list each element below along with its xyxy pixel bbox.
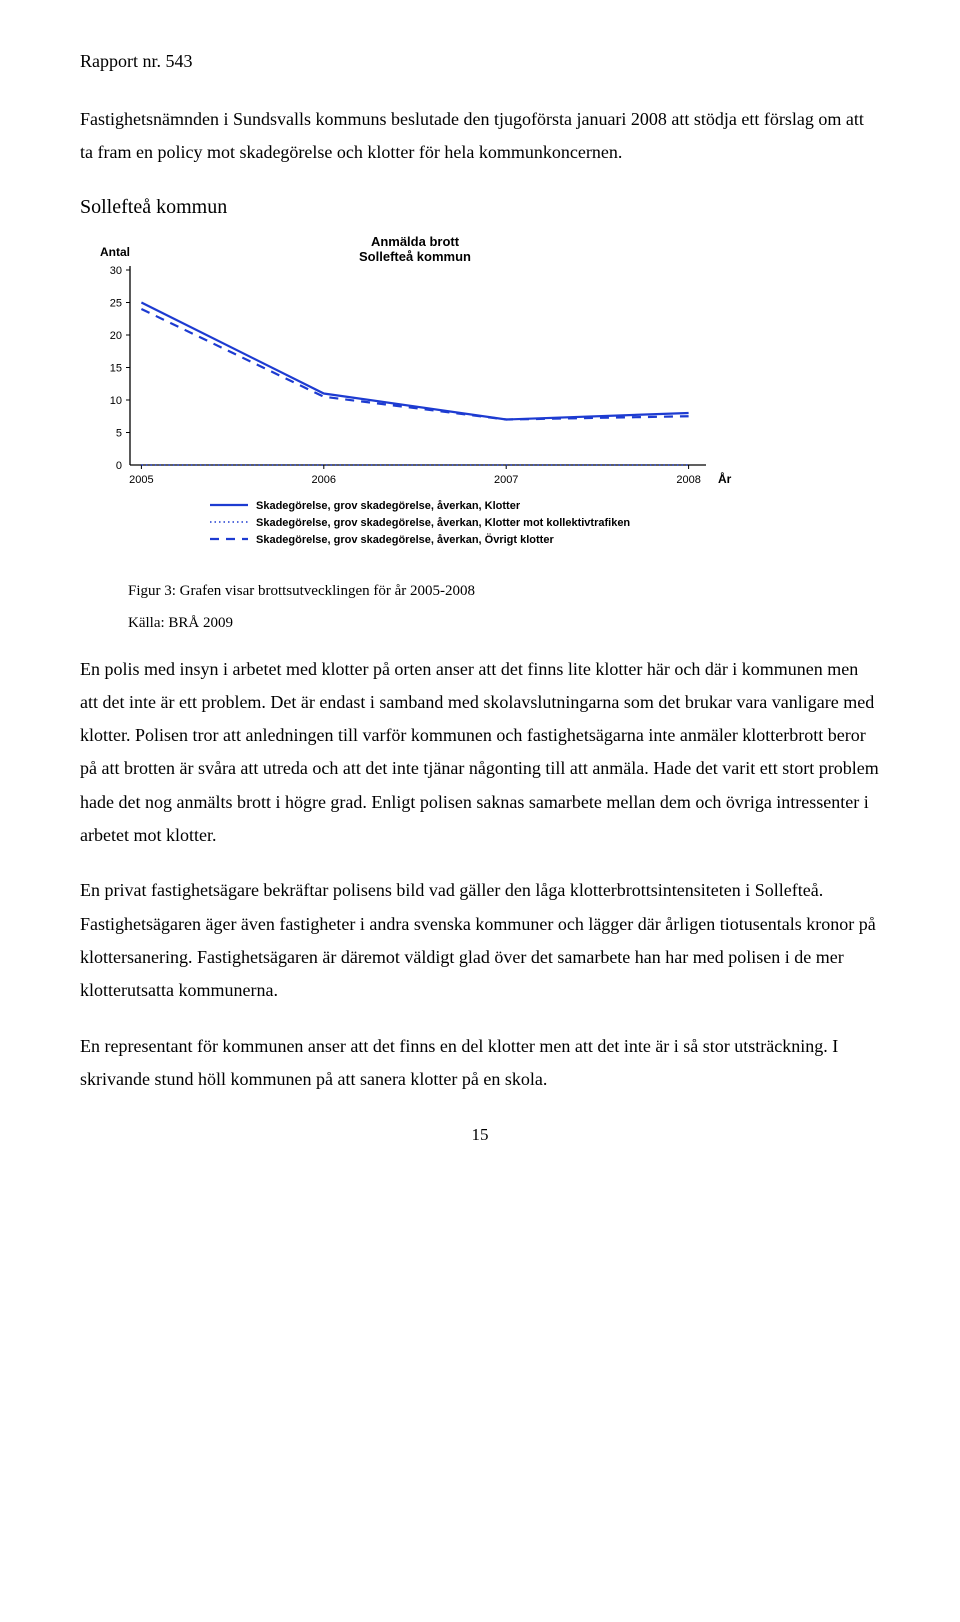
figure-source: Källa: BRÅ 2009 (128, 612, 880, 635)
figure-caption: Figur 3: Grafen visar brottsutvecklingen… (128, 580, 880, 603)
chart-container: Anmälda brottSollefteå kommun 0 5 10 15 20 25 3… (80, 230, 880, 568)
svg-text:5: 5 (116, 427, 122, 439)
svg-text:Skadegörelse, grov skadegörels: Skadegörelse, grov skadegörelse, åverkan… (256, 500, 521, 512)
svg-text:Antal: Antal (100, 245, 130, 259)
svg-text:30: 30 (110, 265, 122, 277)
page-number: 15 (80, 1122, 880, 1148)
body-paragraph: En polis med insyn i arbetet med klotter… (80, 653, 880, 853)
body-paragraph: En privat fastighetsägare bekräftar poli… (80, 874, 880, 1007)
svg-text:25: 25 (110, 297, 122, 309)
svg-text:2007: 2007 (494, 474, 518, 486)
svg-text:10: 10 (110, 395, 122, 407)
svg-text:2006: 2006 (312, 474, 336, 486)
section-heading: Sollefteå kommun (80, 192, 880, 222)
svg-text:20: 20 (110, 330, 122, 342)
svg-text:År: År (718, 471, 732, 486)
svg-text:2008: 2008 (676, 474, 700, 486)
svg-text:0: 0 (116, 460, 122, 472)
svg-text:Sollefteå kommun: Sollefteå kommun (359, 249, 471, 264)
svg-text:Skadegörelse, grov skadegörels: Skadegörelse, grov skadegörelse, åverkan… (256, 533, 554, 546)
body-paragraph: En representant för kommunen anser att d… (80, 1030, 880, 1097)
svg-text:Anmälda brott: Anmälda brott (371, 234, 460, 249)
svg-text:15: 15 (110, 362, 122, 374)
intro-paragraph: Fastighetsnämnden i Sundsvalls kommuns b… (80, 103, 880, 170)
line-chart: Anmälda brottSollefteå kommun 0 5 10 15 20 25 3… (80, 230, 780, 568)
svg-text:Skadegörelse, grov skadegörels: Skadegörelse, grov skadegörelse, åverkan… (256, 517, 630, 529)
report-header: Rapport nr. 543 (80, 48, 880, 75)
svg-text:2005: 2005 (129, 474, 153, 486)
